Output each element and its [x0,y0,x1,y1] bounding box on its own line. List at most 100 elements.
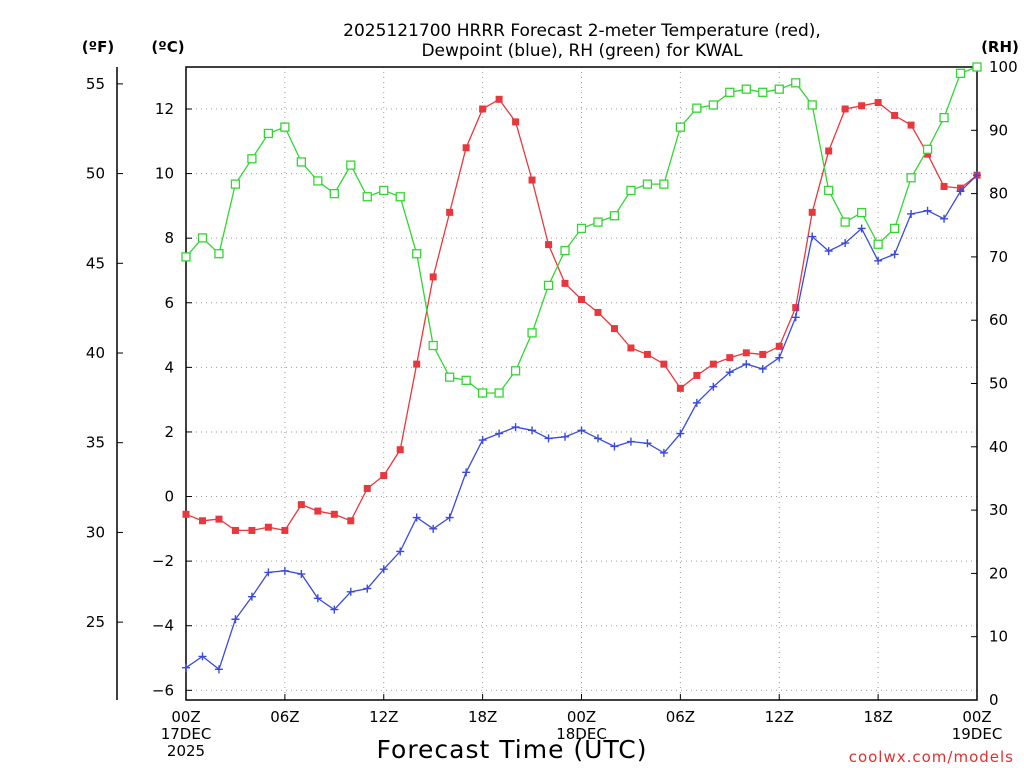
rh-point [791,78,801,88]
rh-point [593,217,603,227]
rh-tick-label: 100 [989,58,1018,76]
chart-title-line-1: 2025121700 HRRR Forecast 2-meter Tempera… [343,21,821,41]
celsius-tick-label: 10 [155,165,174,183]
dewpoint-point [445,513,454,522]
rh-point [659,179,669,189]
rh-point [280,122,290,132]
rh-point [856,207,867,218]
dewpoint-point [231,615,240,624]
dewpoint-point [561,432,570,441]
rh-point [329,188,339,199]
rh-tick-label: 20 [989,564,1008,582]
celsius-tick-label: 4 [164,358,174,376]
dewpoint-point [973,171,981,180]
rh-point [725,87,735,97]
fahrenheit-tick-label: 50 [86,165,105,183]
rh-tick-label: 60 [989,311,1008,329]
dewpoint-point [198,652,207,661]
celsius-tick-label: 12 [155,100,174,118]
fahrenheit-tick-label: 30 [86,523,105,541]
x-tick-label: 12Z [765,708,794,726]
celsius-tick-label: 6 [164,294,174,312]
dewpoint-point [346,587,355,596]
rh-point [692,103,702,113]
temperature-point [643,350,651,358]
dewpoint-point [643,439,652,448]
rh-point [675,122,686,132]
temperature-point [907,121,915,129]
dewpoint-point [907,209,916,218]
tick-labels: −6 −4 −2 0 2 4 6 8 10 12 25 30 35 40 45 50 55 0 10 20 30 40 50… [86,58,1018,760]
dewpoint-point [462,468,471,477]
temperature-point [808,208,816,216]
temperature-point [182,510,190,518]
dewpoint-point [626,437,635,446]
dewpoint-point [758,364,767,373]
temperature-point [314,507,322,515]
dewpoint-point [940,214,949,223]
fahrenheit-tick-label: 35 [86,434,105,452]
celsius-tick-label: 0 [164,488,174,506]
dewpoint-point [709,382,718,391]
dewpoint-point [956,187,965,196]
temperature-point [858,102,866,110]
temperature-point [512,118,520,126]
celsius-tick-label: 8 [164,229,174,247]
celsius-tick-label: −6 [152,681,174,699]
temperature-point [495,95,503,103]
x-tick-label: 12Z [369,708,398,726]
rh-point [395,192,405,202]
rh-point [313,176,323,186]
x-tick-label: 06Z [270,708,299,726]
rh-point [214,249,224,259]
rh-point [807,100,817,110]
dewpoint-point [511,423,520,432]
temperature-point [446,208,454,216]
rh-point [972,62,982,72]
temperature-point [610,325,618,333]
rh-point [247,154,257,164]
dewpoint-point [330,605,339,614]
x-tick-label: 2025 [167,742,205,760]
x-tick-label: 17DEC [161,725,212,743]
rh-point [889,223,900,234]
fahrenheit-tick-label: 25 [86,613,105,631]
temperature-point [924,150,932,158]
dewpoint-point [544,434,553,443]
rh-point [939,112,949,123]
temperature-point [792,304,800,312]
temperature-point [627,344,635,352]
dewpoint-point [495,429,504,438]
dewpoint-point [182,663,190,672]
x-tick-label: 00Z [567,708,596,726]
fahrenheit-unit-label: (ºF) [82,38,114,56]
dewpoint-point [676,429,685,438]
rh-unit-label: (RH) [981,38,1019,56]
rh-point [741,84,751,94]
rh-point [494,388,504,398]
temperature-point [578,296,585,304]
dewpoint-point [429,524,438,533]
x-tick-label: 18DEC [556,725,607,743]
temperature-point [693,371,701,379]
rh-point [774,84,784,94]
dewpoint-point [264,568,273,577]
temperature-point [347,517,355,525]
rh-point [609,211,620,221]
temperature-point [297,501,305,509]
x-tick-label: 06Z [666,708,695,726]
temperature-point [429,273,437,281]
dewpoint-point [659,448,668,457]
credit-label: coolwx.com/models [849,748,1014,766]
temperature-point [940,182,948,190]
rh-point [362,192,372,202]
rh-point [708,100,718,110]
rh-point [477,388,488,398]
celsius-tick-label: −4 [152,617,174,635]
dewpoint-point [297,570,306,579]
temperature-point [545,241,553,249]
fahrenheit-tick-label: 45 [86,254,105,272]
dewpoint-point [692,398,701,407]
rh-point [543,280,554,291]
temperature-point [528,176,536,184]
